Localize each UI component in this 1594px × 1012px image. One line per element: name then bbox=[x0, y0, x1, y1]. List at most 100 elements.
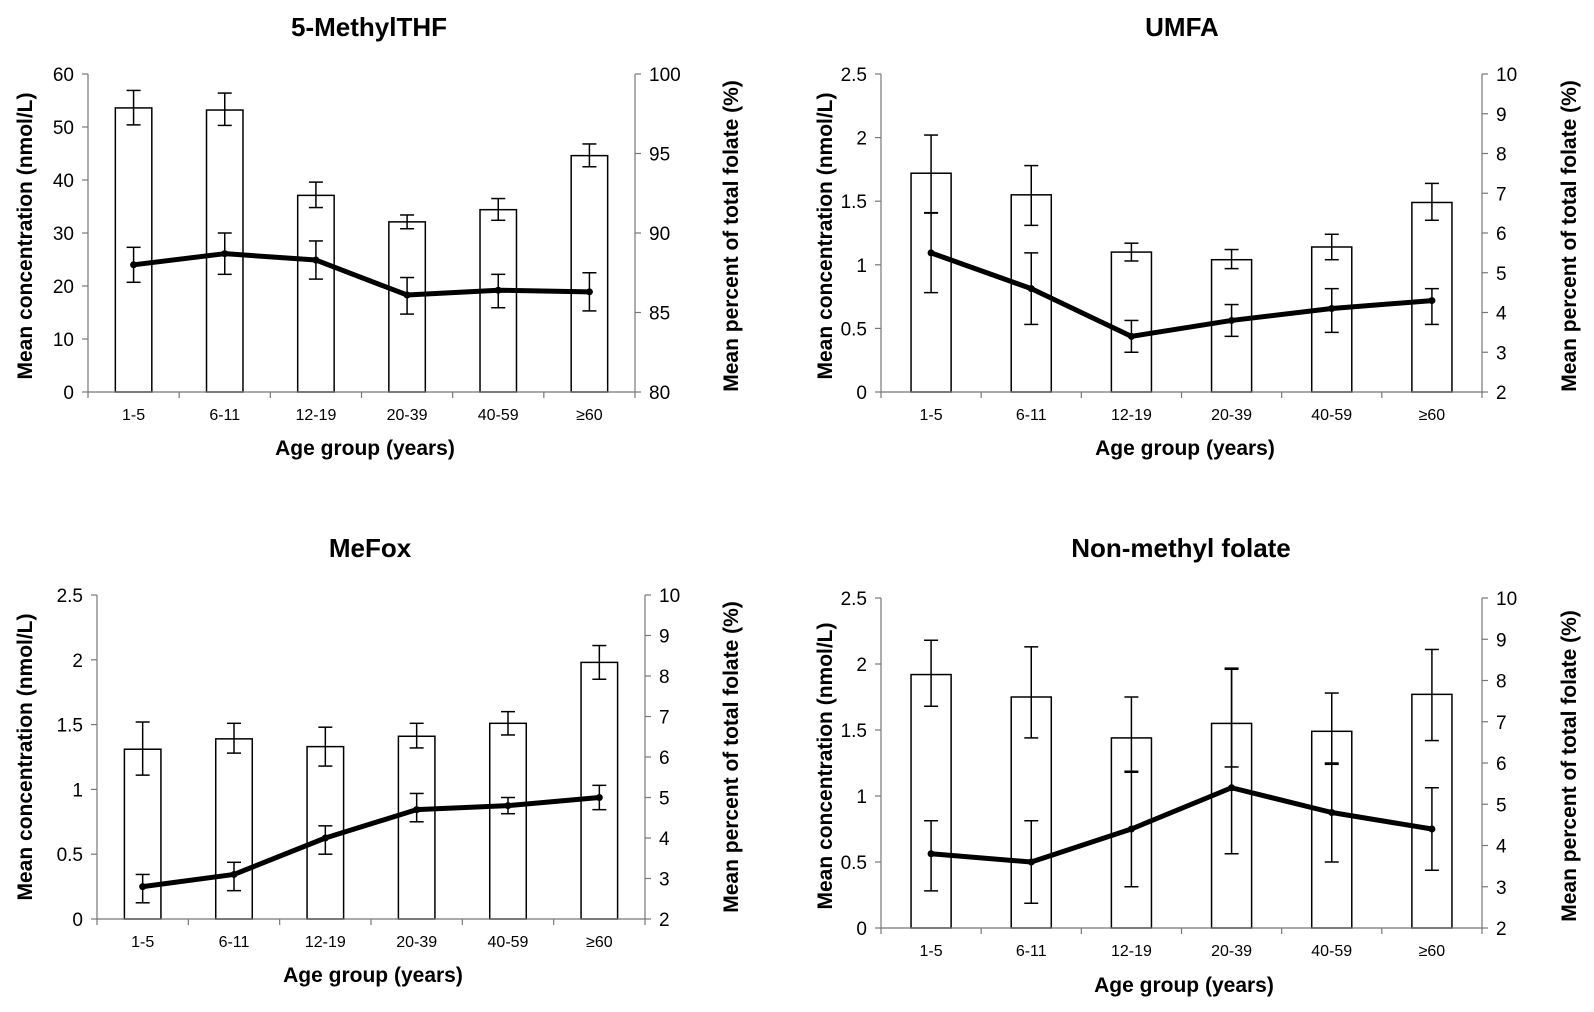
y2-tick-label: 5 bbox=[659, 789, 670, 810]
y-tick-label: 0 bbox=[72, 910, 83, 931]
y2-tick-label: 100 bbox=[649, 65, 681, 86]
line-point bbox=[1228, 316, 1236, 324]
y-tick-label: 10 bbox=[53, 330, 74, 351]
x-tick-label: ≥60 bbox=[1419, 943, 1446, 960]
y2-tick-label: 6 bbox=[1496, 224, 1507, 245]
series-line bbox=[133, 251, 590, 298]
y2-tick-label: 10 bbox=[659, 586, 680, 607]
line-point bbox=[504, 802, 512, 810]
line-point bbox=[1127, 332, 1135, 340]
x-tick-label: 6-11 bbox=[1016, 407, 1047, 424]
line-point bbox=[221, 250, 229, 258]
y2-tick-label: 95 bbox=[649, 145, 670, 166]
y-tick-label: 50 bbox=[53, 118, 74, 139]
y2-tick-label: 8 bbox=[1496, 145, 1507, 166]
x-axis-label: Age group (years) bbox=[283, 964, 463, 987]
chart-title: MeFox bbox=[329, 533, 412, 563]
x-tick-label: 1-5 bbox=[131, 934, 154, 951]
line-point bbox=[139, 883, 147, 891]
plot-area: 0 10 20 30 40 50 60 80 85 90 95 100 1-5 6-11 12-19 20-3… bbox=[53, 65, 681, 424]
line-point bbox=[403, 291, 411, 299]
x-tick-label: 40-59 bbox=[478, 407, 519, 424]
x-tick-label: 12-19 bbox=[305, 934, 346, 951]
y2-axis-label: Mean percent of total folate (%) bbox=[720, 80, 743, 392]
y2-axis-label: Mean percent of total folate (%) bbox=[720, 601, 743, 913]
y2-axis-label: Mean percent of total folate (%) bbox=[1558, 610, 1581, 922]
y-tick-label: 60 bbox=[53, 65, 74, 86]
chart-title: Non-methyl folate bbox=[1071, 533, 1291, 563]
x-tick-label: 20-39 bbox=[387, 407, 428, 424]
line-point bbox=[1027, 285, 1035, 293]
x-tick-label: 20-39 bbox=[396, 934, 437, 951]
y2-tick-label: 6 bbox=[1496, 754, 1507, 775]
plot-area: 0 0.5 1 1.5 2 2.5 2 3 4 5 6 7 8 9 10 1-5 6-11 12-19 20-39 4… bbox=[841, 65, 1518, 424]
series-line bbox=[142, 795, 600, 890]
line-point bbox=[312, 256, 320, 264]
y2-tick-label: 85 bbox=[649, 304, 670, 325]
line-point bbox=[1328, 305, 1336, 313]
y2-tick-label: 3 bbox=[1496, 878, 1507, 899]
line-point bbox=[927, 850, 935, 858]
x-tick-label: 20-39 bbox=[1211, 943, 1252, 960]
x-tick-label: ≥60 bbox=[576, 407, 603, 424]
y2-tick-label: 5 bbox=[1496, 264, 1507, 285]
x-tick-label: 12-19 bbox=[1111, 407, 1152, 424]
y-tick-label: 0.5 bbox=[841, 853, 867, 874]
line-point bbox=[927, 249, 935, 257]
y2-tick-label: 9 bbox=[1496, 630, 1507, 651]
y-axis-label: Mean concentration (nmol/L) bbox=[814, 622, 837, 909]
line-point bbox=[1027, 858, 1035, 866]
y2-tick-label: 2 bbox=[659, 910, 670, 931]
x-tick-label: 1-5 bbox=[122, 407, 145, 424]
x-tick-label: 6-11 bbox=[209, 407, 240, 424]
y-tick-label: 0 bbox=[63, 383, 74, 404]
plot-area: 0 0.5 1 1.5 2 2.5 2 3 4 5 6 7 8 9 10 1-5 6-11 12-19 20-39 4… bbox=[57, 586, 681, 951]
y-tick-label: 2 bbox=[856, 129, 867, 150]
x-tick-label: 1-5 bbox=[920, 943, 943, 960]
panel-5-methylthf: 5-MethylTHF Age group (years) Mean conce… bbox=[14, 12, 743, 460]
y2-tick-label: 9 bbox=[659, 627, 670, 648]
bar bbox=[214, 738, 254, 920]
y2-tick-label: 4 bbox=[1496, 304, 1507, 325]
y-tick-label: 40 bbox=[53, 171, 74, 192]
y-tick-label: 1.5 bbox=[841, 721, 867, 742]
y-tick-label: 2 bbox=[856, 655, 867, 676]
y2-tick-label: 3 bbox=[1496, 343, 1507, 364]
panel-umfa: UMFA Age group (years) Mean concentratio… bbox=[814, 12, 1581, 460]
y2-tick-label: 6 bbox=[659, 748, 670, 769]
x-tick-label: 40-59 bbox=[488, 934, 529, 951]
series-line bbox=[930, 250, 1433, 339]
y2-tick-label: 4 bbox=[1496, 837, 1507, 858]
y2-tick-label: 7 bbox=[1496, 184, 1507, 205]
plot-area: 0 0.5 1 1.5 2 2.5 2 3 4 5 6 7 8 9 10 1-5 6-11 12-19 20-39 4… bbox=[841, 589, 1518, 960]
line-point bbox=[130, 261, 138, 269]
panel-mefox: MeFox Age group (years) Mean concentrati… bbox=[14, 533, 743, 987]
y-tick-label: 1.5 bbox=[841, 192, 867, 213]
y2-tick-label: 7 bbox=[1496, 713, 1507, 734]
y-tick-label: 1 bbox=[856, 256, 867, 277]
x-axis-label: Age group (years) bbox=[275, 437, 455, 460]
y-tick-label: 30 bbox=[53, 224, 74, 245]
y-tick-label: 2.5 bbox=[841, 65, 867, 86]
y-axis-label: Mean concentration (nmol/L) bbox=[814, 92, 837, 379]
line-point bbox=[1428, 825, 1436, 833]
y2-axis-label: Mean percent of total folate (%) bbox=[1558, 80, 1581, 392]
line-point bbox=[321, 834, 329, 842]
x-tick-label: ≥60 bbox=[1419, 407, 1446, 424]
x-tick-label: 1-5 bbox=[920, 407, 943, 424]
y2-tick-label: 90 bbox=[649, 224, 670, 245]
line-point bbox=[1228, 784, 1236, 792]
bar bbox=[397, 735, 436, 920]
line-point bbox=[413, 806, 421, 814]
y2-tick-label: 10 bbox=[1496, 65, 1517, 86]
x-axis-label: Age group (years) bbox=[1095, 437, 1275, 460]
chart-title: 5-MethylTHF bbox=[291, 12, 447, 42]
series-line bbox=[930, 785, 1433, 865]
y-tick-label: 1 bbox=[72, 780, 83, 801]
y-tick-label: 0 bbox=[856, 383, 867, 404]
y2-tick-label: 8 bbox=[1496, 672, 1507, 693]
line-point bbox=[1428, 297, 1436, 305]
line-point bbox=[1127, 825, 1135, 833]
y2-tick-label: 7 bbox=[659, 708, 670, 729]
